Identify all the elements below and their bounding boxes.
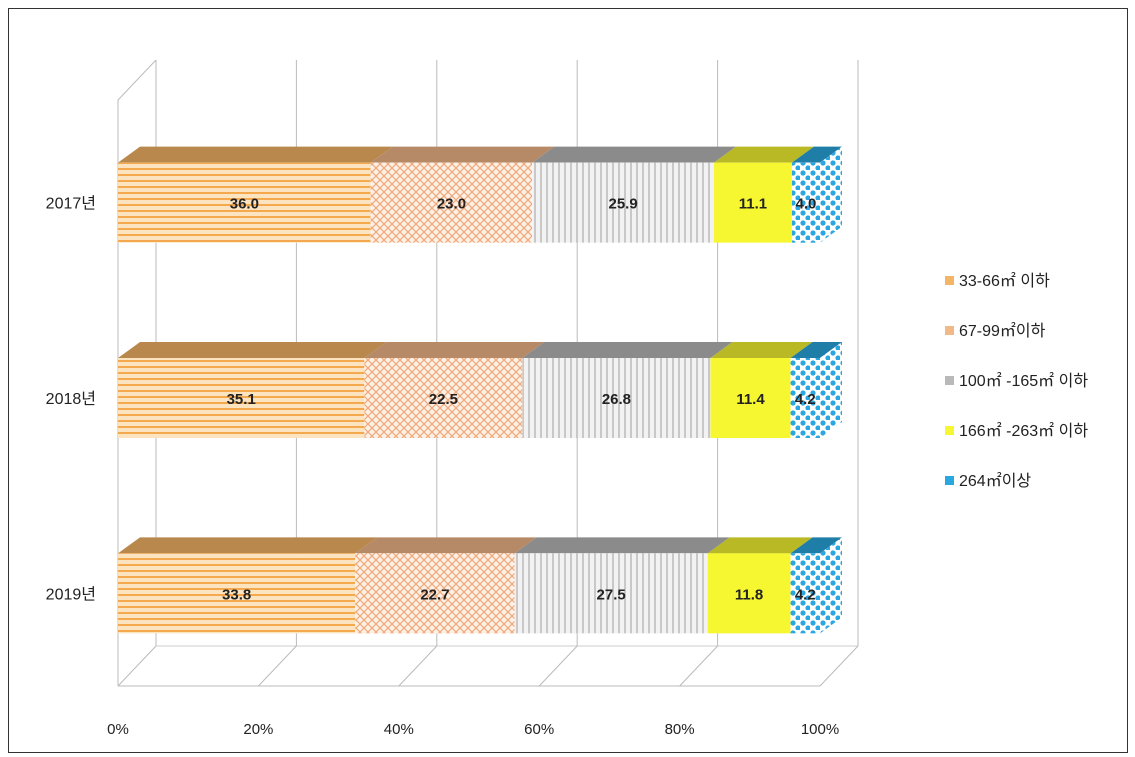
data-label: 4.2 <box>795 391 816 408</box>
bar-top-face <box>790 537 842 554</box>
bar-top-face <box>713 146 814 163</box>
data-label: 27.5 <box>597 586 626 603</box>
data-label: 25.9 <box>608 196 637 213</box>
floor-gridline <box>398 645 438 687</box>
bar-top-face <box>790 342 842 358</box>
floor-gridline <box>679 645 718 687</box>
bar-top-face <box>355 537 537 554</box>
data-label: 4.2 <box>795 586 816 603</box>
bar-top-face <box>118 146 393 163</box>
bar-top-face <box>707 537 813 554</box>
wall-top-edge <box>117 59 157 101</box>
bar-segment <box>713 162 792 243</box>
bar-top-face <box>710 342 813 358</box>
x-tick-label: 20% <box>243 721 273 738</box>
legend-label: 264㎡이상 <box>959 472 1031 490</box>
data-label: 22.7 <box>420 586 449 603</box>
bar-segment-pattern <box>355 553 515 634</box>
floor-gridline <box>258 645 297 687</box>
bar-segment-pattern <box>370 162 533 243</box>
bar-top-face <box>522 342 733 358</box>
legend-label: 100㎡ -165㎡ 이하 <box>959 372 1088 390</box>
legend-swatch <box>945 326 954 335</box>
bar-segment-pattern <box>118 553 356 634</box>
legend-label: 67-99㎡이하 <box>959 322 1046 340</box>
data-label: 23.0 <box>437 196 466 213</box>
bar-top-face <box>532 146 736 163</box>
legend-label: 166㎡ -263㎡ 이하 <box>959 422 1088 440</box>
category-label: 2017년 <box>46 195 96 213</box>
legend-swatch <box>945 476 954 485</box>
category-label: 2019년 <box>46 585 96 603</box>
x-tick-label: 60% <box>524 721 554 738</box>
data-label: 11.1 <box>739 196 767 213</box>
legend-swatch <box>945 276 954 285</box>
bar-top-face <box>118 342 387 358</box>
bar-top-face <box>118 537 378 554</box>
data-label: 4.0 <box>796 196 817 213</box>
legend-swatch <box>945 376 954 385</box>
data-label: 35.1 <box>227 391 256 408</box>
bar-top-face <box>370 146 555 163</box>
data-label: 36.0 <box>230 196 259 213</box>
bar-segment-pattern <box>522 358 711 438</box>
bar-segment-pattern <box>514 553 708 634</box>
bar-side-face <box>820 537 842 634</box>
legend-swatch <box>945 426 954 435</box>
data-label: 11.4 <box>736 391 765 408</box>
data-label: 33.8 <box>222 586 251 603</box>
x-tick-label: 0% <box>107 721 129 738</box>
floor-gridline <box>117 645 157 687</box>
bar-top-face <box>364 342 545 358</box>
floor-gridline <box>819 645 859 687</box>
category-label: 2018년 <box>46 390 96 408</box>
legend-label: 33-66㎡ 이하 <box>959 272 1050 290</box>
data-label: 22.5 <box>429 391 458 408</box>
data-label: 11.8 <box>735 586 763 603</box>
floor-gridline <box>538 645 578 687</box>
bar-segment-pattern <box>791 162 820 243</box>
bar-top-face <box>791 146 842 163</box>
bar-side-face <box>820 342 842 438</box>
bar-segment <box>707 553 791 634</box>
x-tick-label: 80% <box>665 721 695 738</box>
x-tick-label: 100% <box>801 721 839 738</box>
bar-top-face <box>514 537 730 554</box>
bar-segment-pattern <box>118 162 371 243</box>
bar-segment-pattern <box>790 358 820 438</box>
bar-segment-pattern <box>118 358 365 438</box>
bar-segment <box>710 358 791 438</box>
bar-segment-pattern <box>364 358 523 438</box>
bar-side-face <box>820 146 842 243</box>
data-label: 26.8 <box>602 391 631 408</box>
x-tick-label: 40% <box>384 721 414 738</box>
bar-segment-pattern <box>532 162 714 243</box>
bar-segment-pattern <box>790 553 820 634</box>
